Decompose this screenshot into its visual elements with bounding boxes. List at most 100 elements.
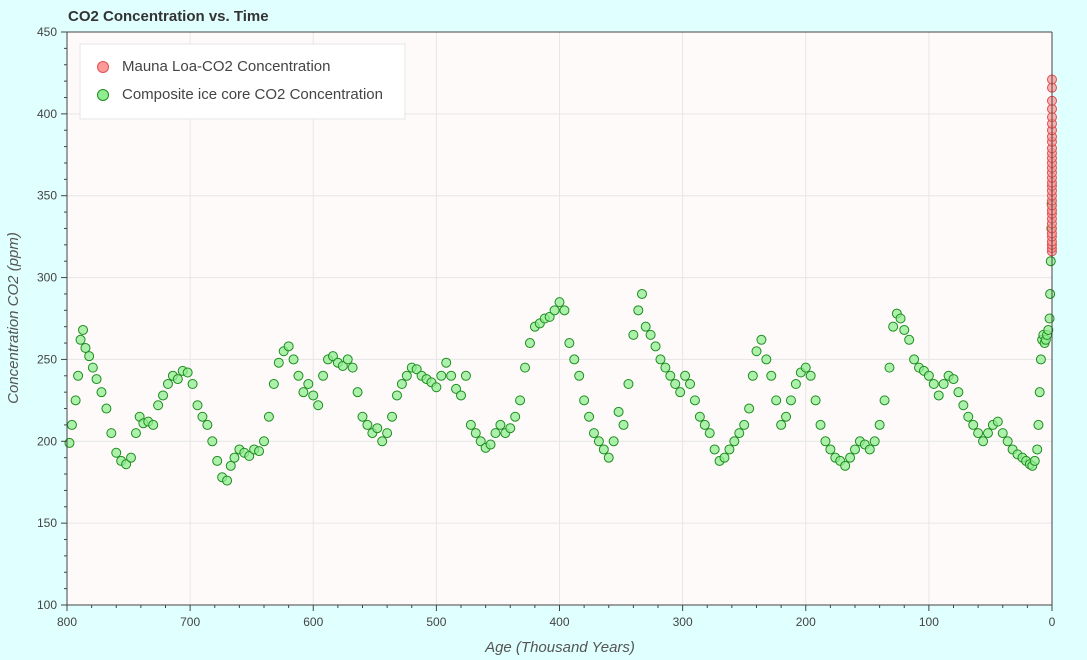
- ice-core-point: [790, 378, 801, 389]
- ice-core-point: [909, 354, 920, 365]
- ice-core-point: [387, 411, 398, 422]
- ice-core-point: [923, 370, 934, 381]
- legend: Mauna Loa-CO2 Concentration Composite ic…: [79, 43, 406, 120]
- ice-core-point: [645, 329, 656, 340]
- ice-core-point: [879, 395, 890, 406]
- ice-core-point: [510, 411, 521, 422]
- ice-core-point: [899, 324, 910, 335]
- ice-core-point: [895, 313, 906, 324]
- ice-core-point: [401, 370, 412, 381]
- x-tick-label: 800: [57, 615, 77, 629]
- ice-core-point: [884, 362, 895, 373]
- ice-core-point: [391, 390, 402, 401]
- ice-core-point: [87, 362, 98, 373]
- y-axis-label: Concentration CO2 (ppm): [5, 232, 22, 404]
- ice-core-point: [268, 378, 279, 389]
- ice-core-point: [283, 341, 294, 352]
- ice-core-point: [337, 360, 348, 371]
- legend-label-mauna-loa: Mauna Loa-CO2 Concentration: [122, 58, 330, 75]
- ice-core-point: [584, 411, 595, 422]
- ice-core-point: [608, 436, 619, 447]
- ice-core-point: [298, 387, 309, 398]
- ice-core-point: [719, 452, 730, 463]
- ice-core-point: [840, 460, 851, 471]
- x-tick-label: 0: [1049, 615, 1056, 629]
- ice-core-point: [187, 378, 198, 389]
- ice-core-point: [1033, 419, 1044, 430]
- ice-core-point: [953, 387, 964, 398]
- ice-core-point: [751, 346, 762, 357]
- ice-core-point: [640, 321, 651, 332]
- ice-core-point: [724, 444, 735, 455]
- ice-core-point: [225, 460, 236, 471]
- ice-core-point: [800, 362, 811, 373]
- ice-core-point: [559, 305, 570, 316]
- ice-core-point: [64, 437, 75, 448]
- ice-core-point: [70, 395, 81, 406]
- ice-core-point: [153, 400, 164, 411]
- ice-core-point: [182, 367, 193, 378]
- ice-core-point: [756, 334, 767, 345]
- ice-core-point: [978, 436, 989, 447]
- ice-core-point: [850, 444, 860, 455]
- x-tick-label: 700: [180, 615, 200, 629]
- x-tick-label: 400: [549, 615, 569, 629]
- y-tick-label: 200: [37, 434, 57, 448]
- ice-core-point: [520, 362, 531, 373]
- ice-core-point: [776, 419, 787, 430]
- ice-core-point: [670, 378, 681, 389]
- ice-core-point: [465, 419, 476, 430]
- ice-core-point: [815, 419, 826, 430]
- x-tick-label: 300: [673, 615, 693, 629]
- ice-core-point: [441, 357, 452, 368]
- ice-core-point: [992, 416, 1003, 427]
- y-tick-label: 150: [37, 516, 57, 530]
- ice-core-point: [574, 370, 585, 381]
- ice-core-point: [564, 338, 575, 349]
- legend-box: [79, 43, 406, 120]
- y-tick-label: 450: [37, 25, 57, 39]
- ice-core-point: [172, 374, 183, 385]
- ice-core-point: [845, 452, 856, 463]
- y-tick-label: 350: [37, 189, 57, 203]
- ice-core-point: [1045, 288, 1056, 299]
- ice-core-point: [680, 370, 691, 381]
- ice-core-point: [126, 452, 137, 463]
- ice-core-point: [1002, 436, 1013, 447]
- ice-core-point: [475, 436, 486, 447]
- ice-core-point: [628, 329, 639, 340]
- ice-core-point: [202, 419, 213, 430]
- ice-core-point: [928, 378, 939, 389]
- ice-core-point: [699, 419, 710, 430]
- ice-core-point: [490, 428, 501, 439]
- ice-core-point: [888, 321, 899, 332]
- ice-core-point: [734, 428, 745, 439]
- ice-core-point: [377, 436, 388, 447]
- ice-core-point: [431, 382, 442, 393]
- ice-core-point: [636, 288, 647, 299]
- ice-core-point: [347, 362, 358, 373]
- ice-core-point: [623, 378, 634, 389]
- ice-core-point: [148, 419, 159, 430]
- ice-core-point: [244, 451, 255, 462]
- ice-core-point: [96, 387, 107, 398]
- ice-core-point: [197, 411, 208, 422]
- x-tick-label: 500: [426, 615, 446, 629]
- ice-core-point: [958, 400, 969, 411]
- ice-core-point: [495, 419, 506, 430]
- ice-core-point: [820, 436, 831, 447]
- ice-core-point: [308, 390, 319, 401]
- ice-core-point: [372, 423, 383, 434]
- ice-core-point: [968, 419, 979, 430]
- ice-core-point: [524, 338, 535, 349]
- ice-core-point: [460, 370, 471, 381]
- ice-core-point: [313, 400, 324, 411]
- y-tick-label: 100: [37, 598, 57, 612]
- ice-core-point: [1045, 256, 1056, 267]
- ice-core-point: [357, 411, 368, 422]
- ice-core-point: [747, 370, 758, 381]
- ice-core-point: [655, 354, 666, 365]
- ice-core-point: [729, 436, 740, 447]
- ice-core-point: [665, 370, 676, 381]
- ice-core-point: [254, 446, 265, 457]
